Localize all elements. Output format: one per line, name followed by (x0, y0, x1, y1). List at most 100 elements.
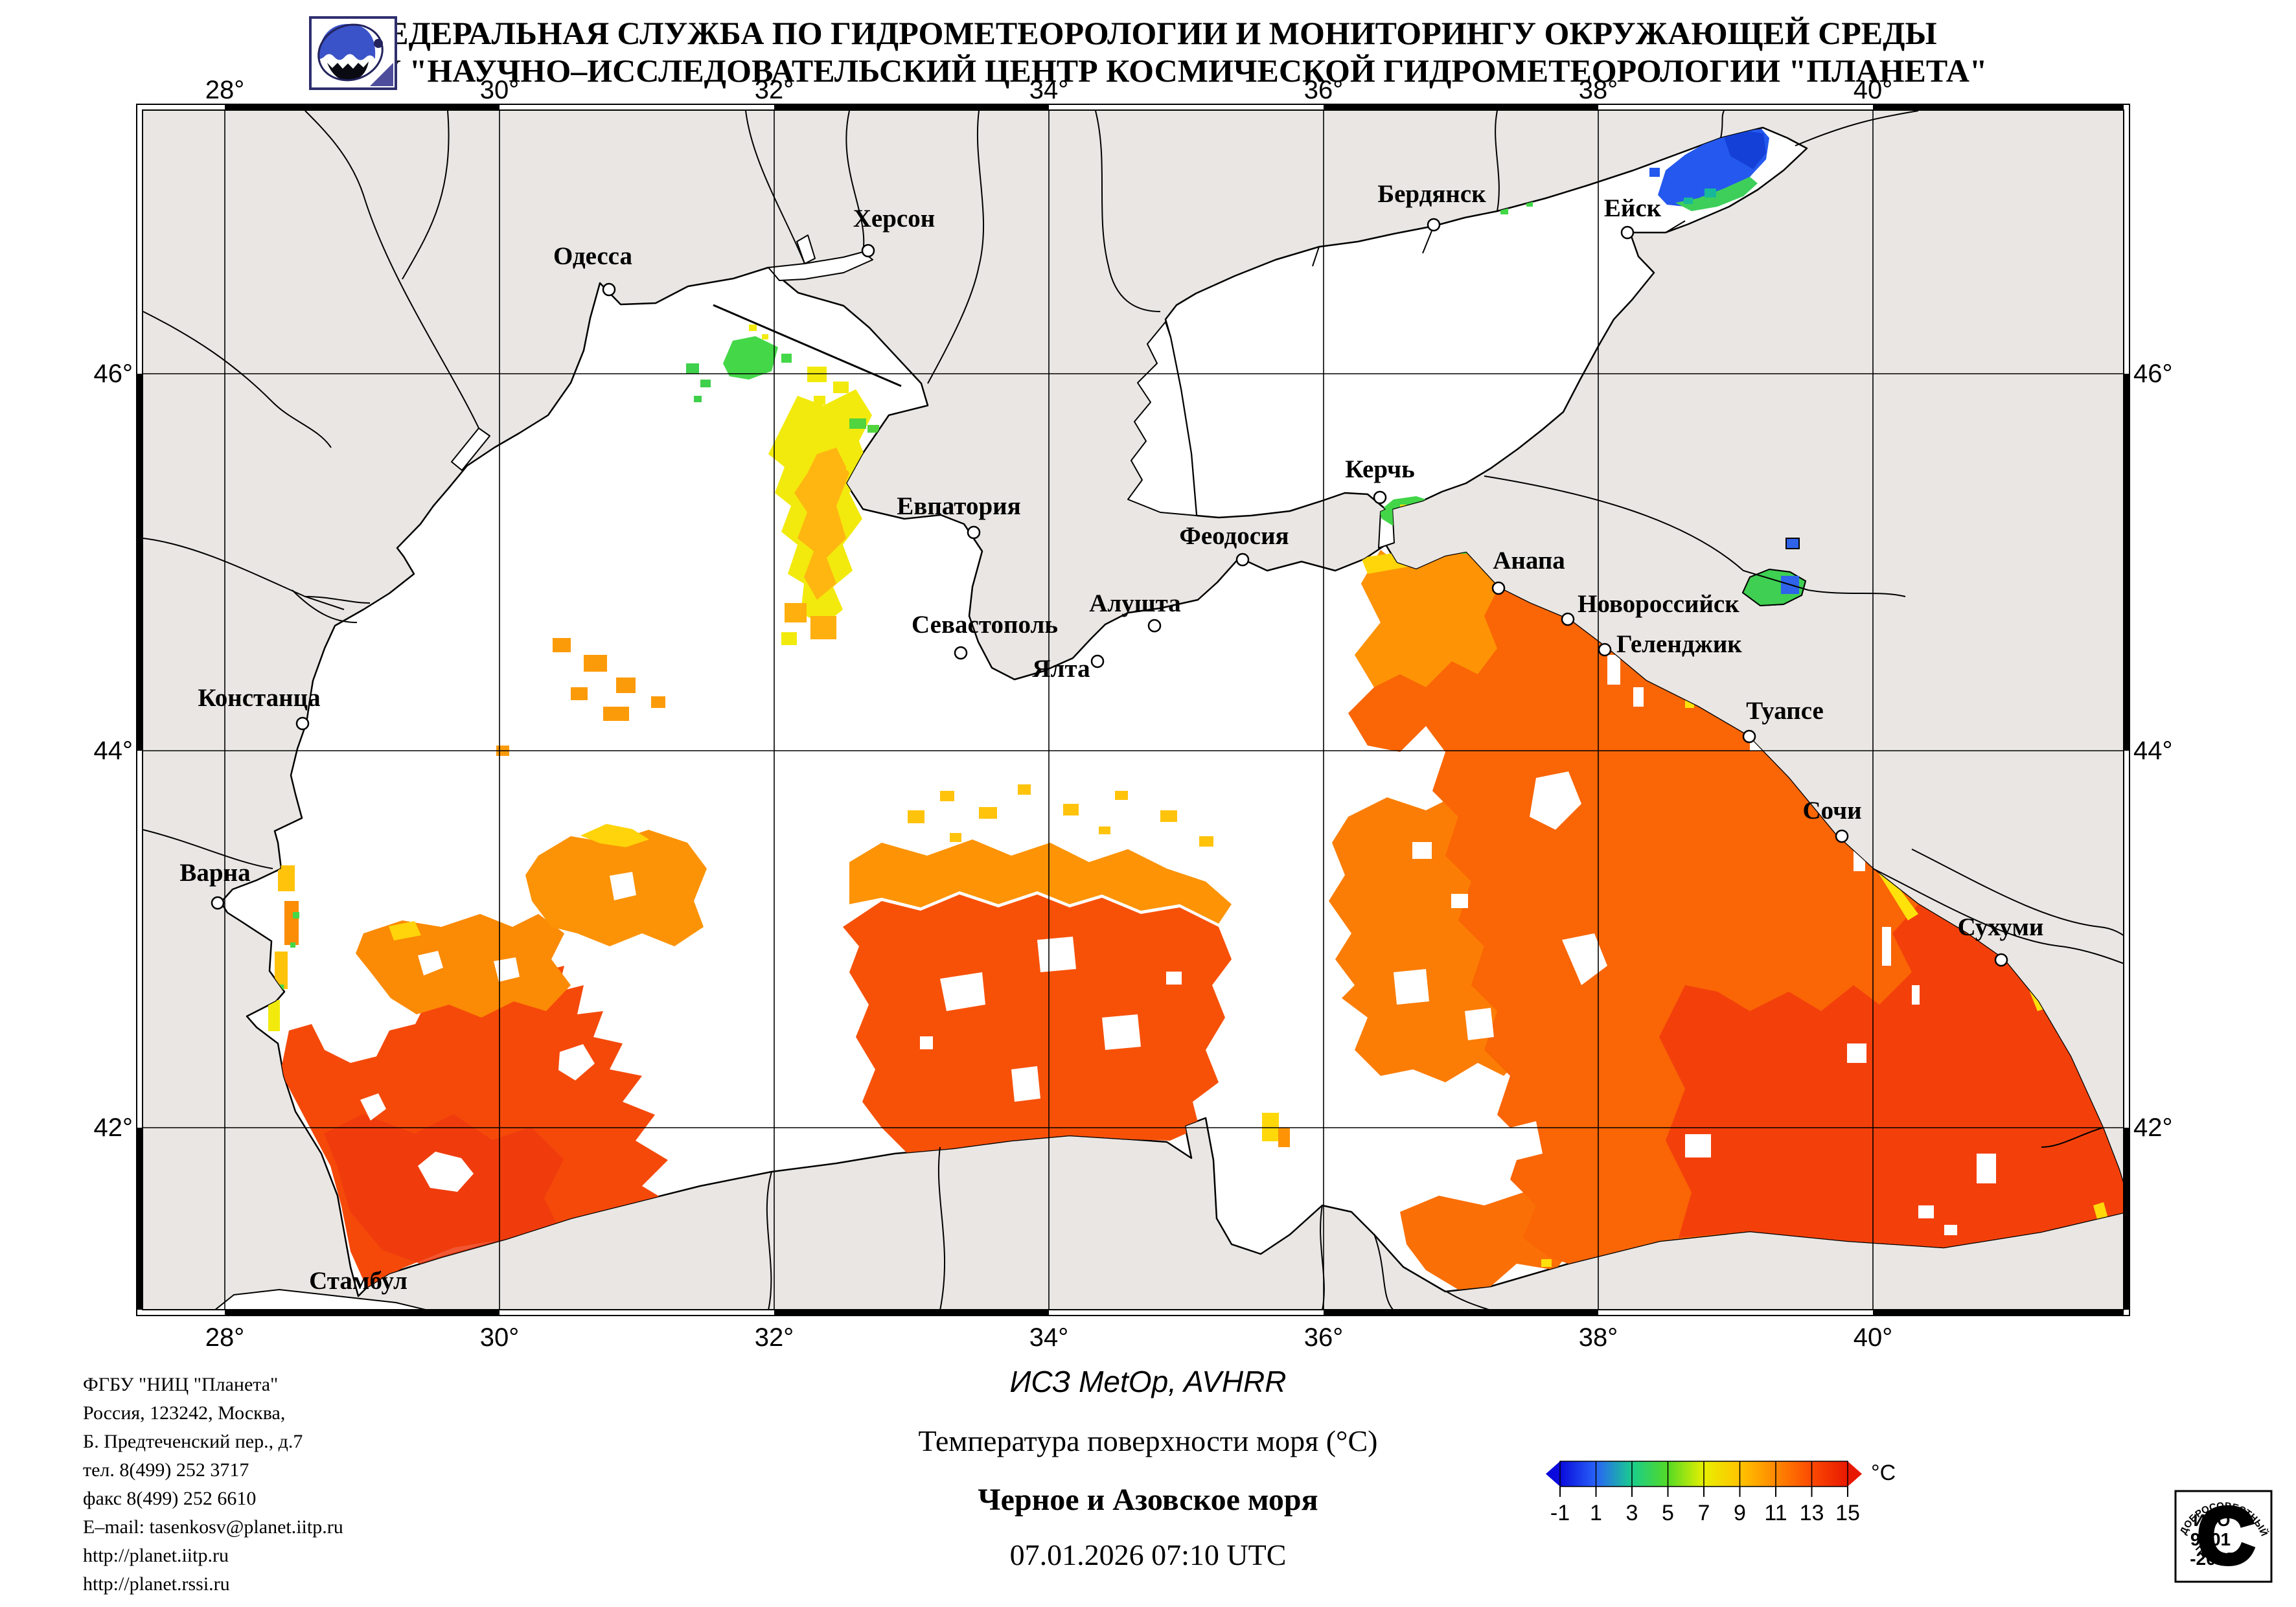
region-caption: Черное и Азовское моря (978, 1483, 1318, 1517)
stamp-c-glyph: С (2197, 1492, 2255, 1581)
city-dot-sevastopol (954, 646, 968, 660)
city-dot-yeysk (1620, 225, 1635, 240)
colorbar-tick-label: 15 (1835, 1501, 1860, 1525)
datetime-caption: 07.01.2026 07:10 UTC (1009, 1538, 1287, 1571)
city-dot-alushta (1147, 619, 1162, 633)
lat-label-left: 44° (94, 736, 133, 765)
lat-label-right: 44° (2133, 736, 2173, 765)
lat-label-left: 42° (94, 1113, 133, 1142)
city-label: Севастополь (912, 611, 1058, 639)
city-dot-sukhumi (1994, 953, 2008, 967)
stamp-9001: 9001 (2190, 1529, 2231, 1549)
stamp-2015: -2015 (2190, 1549, 2236, 1569)
city-label: Новороссийск (1578, 590, 1739, 618)
city-label: Геленджик (1616, 630, 1742, 658)
iso-9001-stamp: С ДОБРОСОВЕСТНЫЙ ПОСТАВЩИК ИСО 9001 -201… (2174, 1490, 2273, 1583)
stamp-iso: ИСО (2193, 1510, 2230, 1530)
sst-field-layer (228, 129, 2124, 1296)
graticule (143, 110, 2124, 1310)
lon-label-bottom: 38° (1579, 1323, 1618, 1352)
cloud-holes (360, 655, 1996, 1277)
colorbar-tick-label: -1 (1550, 1501, 1570, 1525)
city-dot-kerch (1373, 490, 1387, 505)
city-dot-yevpatoria (967, 525, 981, 540)
city-label: Сочи (1802, 797, 1861, 825)
city-dot-kherson (861, 244, 875, 258)
city-label: Алушта (1089, 589, 1181, 617)
satellite-sensor-caption: ИСЗ MetOp, AVHRR (1009, 1365, 1287, 1398)
colorbar-tick-label: 7 (1698, 1501, 1710, 1525)
city-dot-tuapse (1742, 729, 1756, 744)
agency-title: ФЕДЕРАЛЬНАЯ СЛУЖБА ПО ГИДРОМЕТЕОРОЛОГИИ … (359, 15, 1937, 51)
city-label: Евпатория (897, 492, 1020, 520)
lon-label-top: 32° (755, 76, 794, 104)
lon-label-top: 40° (1854, 76, 1893, 104)
colorbar-dividers (1595, 1461, 1813, 1487)
reservoir-fill (1741, 538, 1807, 607)
city-label: Анапа (1493, 547, 1565, 575)
city-label: Стамбул (309, 1267, 408, 1295)
city-label: Одесса (553, 242, 632, 270)
map-area: Одесса Херсон Бердянск Ейск Керчь Евпато… (94, 76, 2173, 1352)
contact-line: Б. Предтеченский пер., д.7 (83, 1431, 303, 1452)
colorbar-tick-label: 3 (1626, 1501, 1638, 1525)
contact-block: ФГБУ "НИЦ "Планета" Россия, 123242, Моск… (83, 1371, 343, 1599)
lon-label-top: 38° (1579, 76, 1618, 104)
rivers (143, 110, 2124, 1310)
colorbar-tick-label: 13 (1800, 1501, 1824, 1525)
colorbar-tick-label: 11 (1764, 1501, 1787, 1525)
lon-label-bottom: 28° (205, 1323, 245, 1352)
city-label: Бердянск (1377, 180, 1486, 208)
contact-line: тел. 8(499) 252 3717 (83, 1459, 249, 1481)
product-caption: Температура поверхности моря (°C) (918, 1424, 1378, 1457)
lon-label-top: 30° (480, 76, 520, 104)
planeta-logo-icon (309, 16, 397, 90)
lon-label-bottom: 30° (480, 1323, 520, 1352)
lon-label-bottom: 40° (1854, 1323, 1893, 1352)
city-label: Ялта (1032, 655, 1090, 683)
city-dot-varna (211, 896, 225, 910)
city-dot-berdyansk (1427, 218, 1441, 232)
lat-label-right: 42° (2133, 1113, 2173, 1142)
contact-line: ФГБУ "НИЦ "Планета" (83, 1374, 279, 1395)
city-label: Сухуми (1958, 913, 2044, 941)
temperature-colorbar: -1 1 3 5 7 9 11 13 15 °C (1546, 1461, 1896, 1525)
lon-label-top: 28° (205, 76, 245, 104)
map-frame (136, 104, 2130, 1316)
city-dot-novorossiysk (1561, 612, 1575, 626)
institute-title: ФГБУ "НАУЧНО–ИССЛЕДОВАТЕЛЬСКИЙ ЦЕНТР КОС… (308, 52, 1988, 89)
city-dot-sochi (1835, 829, 1849, 843)
city-label: Варна (179, 859, 250, 887)
city-label: Керчь (1345, 455, 1414, 483)
city-dot-gelendzhik (1598, 643, 1612, 657)
colorbar-tick-label: 9 (1734, 1501, 1746, 1525)
contact-line-url: http://planet.rssi.ru (83, 1573, 230, 1595)
city-label: Констанца (198, 684, 320, 712)
city-dot-odessa (602, 282, 616, 297)
city-label: Феодосия (1179, 522, 1289, 550)
city-dot-yalta (1090, 654, 1105, 668)
lon-label-bottom: 34° (1029, 1323, 1069, 1352)
colorbar-unit: °C (1871, 1461, 1896, 1485)
city-dot-feodosia (1235, 553, 1250, 567)
lon-label-top: 36° (1304, 76, 1344, 104)
contact-line-url: http://planet.iitp.ru (83, 1545, 229, 1566)
contact-line: Россия, 123242, Москва, (83, 1402, 286, 1424)
city-labels: Одесса Херсон Бердянск Ейск Керчь Евпато… (179, 180, 2043, 1295)
city-markers (211, 218, 2008, 967)
colorbar-tick-label: 5 (1662, 1501, 1674, 1525)
contact-line: E–mail: tasenkosv@planet.iitp.ru (83, 1516, 343, 1538)
contact-line: факс 8(499) 252 6610 (83, 1488, 257, 1509)
lon-label-bottom: 32° (755, 1323, 794, 1352)
colorbar-ticks (1559, 1487, 1848, 1497)
graticule-labels: 28° 30° 32° 34° 36° 38° 40° 28° 30° 32° … (94, 76, 2173, 1352)
lat-label-right: 46° (2133, 359, 2173, 388)
lat-label-left: 46° (94, 359, 133, 388)
lon-label-bottom: 36° (1304, 1323, 1344, 1352)
city-dot-anapa (1491, 581, 1506, 595)
lon-label-top: 34° (1029, 76, 1069, 104)
city-label: Туапсе (1746, 697, 1824, 725)
city-label: Херсон (853, 205, 935, 233)
